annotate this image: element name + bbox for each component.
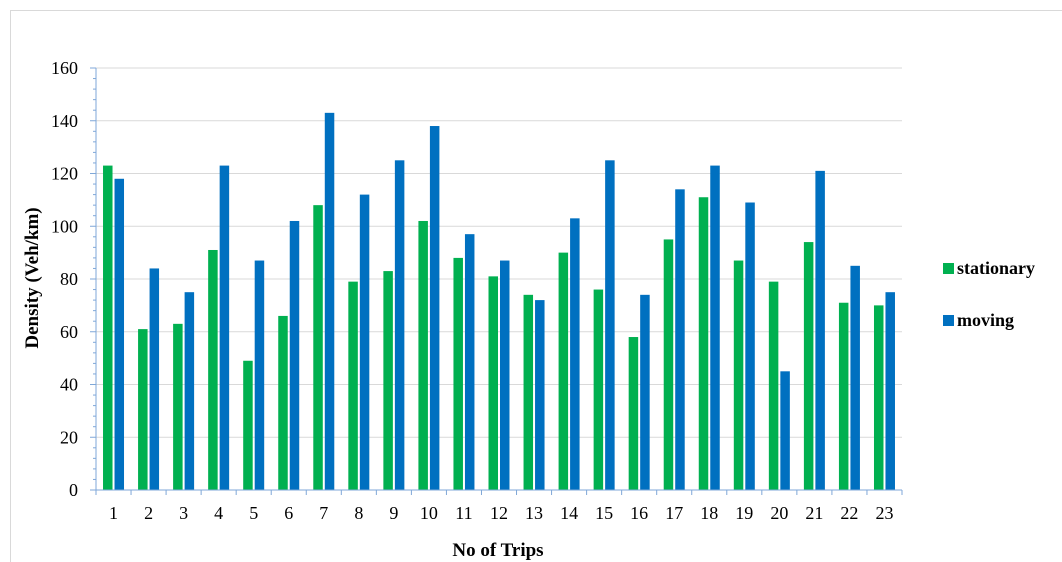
bar-stationary-22 (838, 302, 849, 490)
bar-stationary-6 (278, 315, 288, 490)
bar-moving-16 (640, 294, 650, 490)
x-tick-label: 23 (875, 503, 893, 523)
bar-stationary-13 (523, 294, 534, 490)
bar-moving-17 (675, 189, 685, 490)
y-tick-label: 100 (51, 216, 78, 236)
bar-stationary-15 (593, 289, 604, 490)
y-axis-title: Density (Veh/km) (22, 207, 43, 348)
x-tick-label: 16 (630, 503, 648, 523)
bar-stationary-20 (768, 281, 779, 490)
bar-stationary-14 (558, 252, 569, 490)
bar-moving-4 (219, 165, 230, 490)
legend-label-moving: moving (957, 310, 1014, 330)
bar-moving-15 (605, 160, 615, 490)
bar-stationary-16 (628, 337, 639, 490)
y-tick-labels: 0 20 40 60 80 100 120 140 160 (51, 58, 78, 500)
bar-moving-5 (254, 260, 265, 490)
x-tick-label: 2 (144, 503, 153, 523)
bar-moving-19 (745, 202, 755, 490)
x-tick-label: 17 (665, 503, 683, 523)
x-tick-label: 6 (284, 503, 293, 523)
y-tick-label: 80 (60, 269, 78, 289)
x-tick-label: 11 (455, 503, 472, 523)
y-tick-label: 160 (51, 58, 78, 78)
bar-stationary-8 (348, 281, 358, 490)
bar-stationary-21 (803, 242, 814, 490)
x-tick-label: 8 (354, 503, 363, 523)
bar-stationary-4 (208, 249, 218, 490)
x-tick-label: 20 (770, 503, 788, 523)
bar-stationary-2 (138, 329, 148, 490)
bar-moving-10 (429, 126, 440, 491)
bar-stationary-7 (313, 205, 323, 490)
x-tick-label: 3 (179, 503, 188, 523)
y-tick-label: 120 (51, 164, 78, 184)
x-tick-label: 15 (595, 503, 613, 523)
axes (90, 67, 903, 495)
bar-stationary-23 (873, 305, 884, 490)
bar-stationary-11 (453, 257, 463, 490)
legend-label-stationary: stationary (957, 258, 1035, 278)
bar-stationary-10 (418, 220, 428, 490)
bar-moving-12 (500, 260, 510, 490)
y-tick-label: 40 (60, 375, 78, 395)
y-tick-label: 20 (60, 427, 78, 447)
x-tick-label: 5 (249, 503, 258, 523)
bar-moving-20 (780, 371, 790, 490)
x-tick-label: 19 (735, 503, 753, 523)
bars (103, 112, 895, 491)
x-tick-label: 12 (490, 503, 508, 523)
bar-moving-6 (289, 220, 300, 490)
legend-swatch-stationary (943, 263, 954, 274)
bar-moving-3 (184, 292, 195, 490)
x-tick-label: 7 (319, 503, 328, 523)
bar-moving-13 (535, 300, 545, 490)
x-axis-title: No of Trips (452, 540, 543, 561)
bar-moving-2 (149, 268, 160, 490)
bar-moving-9 (394, 160, 405, 490)
x-tick-label: 13 (525, 503, 543, 523)
y-tick-label: 0 (69, 480, 78, 500)
legend: stationary moving (943, 258, 1035, 330)
bar-stationary-12 (488, 276, 498, 490)
legend-swatch-moving (943, 315, 954, 326)
bar-stationary-18 (698, 197, 709, 491)
y-tick-label: 140 (51, 111, 78, 131)
bar-stationary-17 (663, 239, 674, 490)
x-tick-label: 4 (214, 503, 223, 523)
bar-stationary-5 (243, 360, 253, 490)
bar-moving-7 (324, 112, 335, 491)
bar-moving-18 (710, 165, 720, 490)
y-tick-label: 60 (60, 322, 78, 342)
x-tick-label: 21 (805, 503, 823, 523)
bar-stationary-9 (383, 271, 393, 490)
bar-moving-1 (114, 178, 125, 490)
x-tick-label: 10 (420, 503, 438, 523)
x-tick-label: 18 (700, 503, 718, 523)
bar-moving-8 (359, 194, 370, 490)
bar-moving-23 (885, 292, 895, 490)
x-tick-label: 22 (840, 503, 858, 523)
gridlines (96, 67, 902, 438)
x-tick-labels: 1 2 3 4 5 6 7 8 9 10 11 12 13 14 15 16 17 18 19 20 21 22 23 (109, 503, 893, 523)
x-tick-label: 9 (389, 503, 398, 523)
bar-moving-14 (570, 218, 580, 490)
bar-moving-21 (815, 170, 825, 491)
bar-stationary-3 (173, 323, 183, 490)
bar-stationary-1 (103, 165, 113, 490)
bar-moving-22 (850, 265, 860, 490)
bar-moving-11 (464, 234, 475, 490)
bar-stationary-19 (733, 260, 744, 490)
x-tick-label: 1 (109, 503, 118, 523)
x-tick-label: 14 (560, 503, 578, 523)
